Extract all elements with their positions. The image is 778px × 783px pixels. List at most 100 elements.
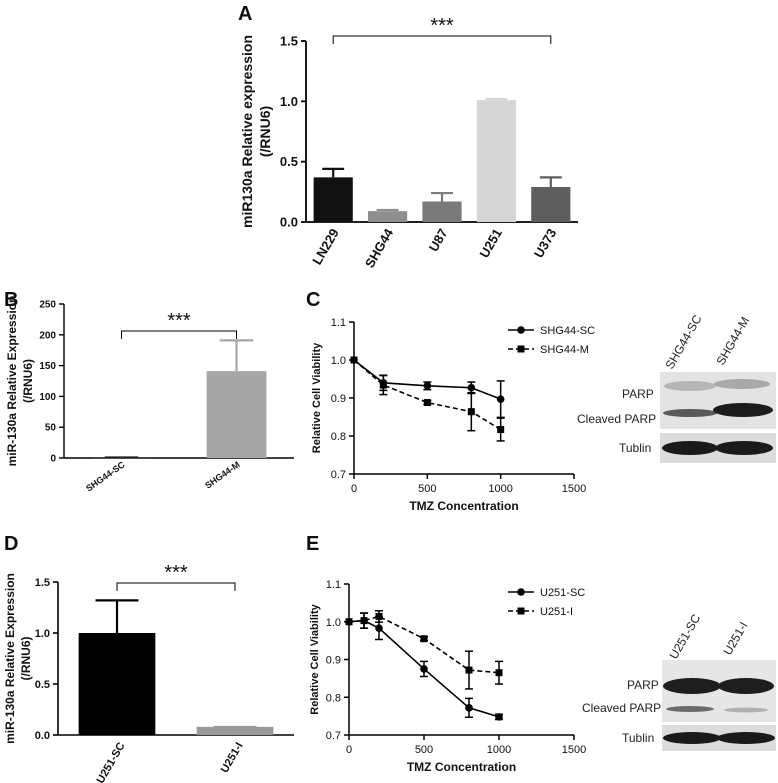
- chart-c-y-tick-label: 0.8: [331, 431, 346, 443]
- chart-d-bar: [196, 726, 274, 735]
- chart-b-y-axis-unit: (/RNU6): [21, 359, 35, 403]
- chart-a-category-label: U251: [476, 226, 505, 260]
- panel-label-d: D: [4, 533, 18, 555]
- chart-d-significance-bracket: [116, 582, 236, 591]
- chart-a-significance-stars: ***: [430, 15, 454, 37]
- chart-e-point: [465, 666, 473, 674]
- chart-b-bar: [206, 371, 267, 458]
- chart-c-x-axis-title: TMZ Concentration: [409, 499, 518, 513]
- chart-a-bar: [476, 100, 516, 222]
- chart-a-bar: [531, 187, 571, 222]
- chart-e-x-tick-label: 1000: [487, 744, 511, 756]
- chart-d-y-tick-label: 1.0: [35, 628, 50, 640]
- chart-b-y-tick-label: 250: [39, 300, 56, 311]
- blot-e-band-cleaved-2: [724, 707, 768, 713]
- chart-e-legend-marker-1: [517, 588, 525, 596]
- blot-e-label-parp: PARP: [627, 678, 659, 692]
- chart-c-point: [467, 408, 475, 416]
- panel-label-e: E: [306, 533, 319, 555]
- chart-e-legend-marker-2: [517, 607, 525, 615]
- chart-c-point: [496, 395, 505, 403]
- chart-e-y-tick-label: 1.1: [326, 579, 341, 591]
- chart-a-y-axis-unit: (/RNU6): [257, 106, 273, 157]
- blot-e-lane-2: U251-I: [720, 619, 750, 657]
- chart-e-y-axis-title: Relative Cell Viability: [309, 603, 321, 714]
- blot-c-band-parp-1: [664, 381, 716, 391]
- chart-b-y-tick-label: 0: [50, 454, 56, 465]
- chart-d-y-axis-title: miR-130a Relative Expression: [3, 573, 17, 744]
- western-blot-e: U251-SC U251-I PARP Cleaved PARP Tublin: [582, 611, 776, 751]
- chart-a-category-label: LN229: [309, 226, 342, 267]
- blot-c-band-tublin-2: [715, 441, 773, 455]
- chart-b-significance-stars: ***: [167, 310, 191, 332]
- chart-d-y-tick-label: 0.0: [35, 730, 50, 742]
- chart-a-category-label: U87: [426, 226, 451, 254]
- chart-c-x-tick-label: 500: [418, 483, 436, 495]
- blot-c-band-cleaved-2: [713, 403, 773, 417]
- chart-e-y-tick-label: 0.7: [326, 730, 341, 742]
- chart-c-y-axis-title: Relative Cell Viability: [311, 342, 323, 453]
- blot-c-label-cleaved: Cleaved PARP: [577, 412, 656, 426]
- panel-label-c: C: [306, 289, 320, 311]
- chart-d-y-tick-label: 1.5: [35, 577, 50, 589]
- chart-c-x-tick-label: 1000: [488, 483, 512, 495]
- chart-a-y-axis-title: miR130a Relative expression: [239, 35, 255, 228]
- blot-c-band-tublin-1: [662, 441, 718, 455]
- chart-a-category-label: U373: [531, 226, 560, 260]
- chart-c-legend-label-2: SHG44-M: [540, 344, 589, 356]
- chart-d-category-label: U251-SC: [95, 740, 128, 783]
- chart-c-legend-marker-1: [517, 326, 525, 334]
- chart-e-y-tick-label: 1.0: [326, 617, 341, 629]
- blot-c-band-cleaved-1: [663, 409, 717, 417]
- chart-c-point: [379, 381, 387, 389]
- blot-e-label-tublin: Tublin: [622, 731, 654, 745]
- chart-d-significance-stars: ***: [164, 562, 188, 584]
- chart-c-point: [467, 383, 476, 392]
- blot-c-label-tublin: Tublin: [619, 441, 651, 455]
- chart-a: 0.0 0.5 1.0 1.5 LN229 SHG44 U87 U251 U373 *** miR1…: [239, 15, 578, 270]
- chart-b-y-tick-label: 50: [45, 423, 57, 434]
- chart-b-y-axis-title: miR-130a Relative Expression: [5, 296, 19, 467]
- blot-c-lane-2: SHG44-M: [713, 314, 752, 367]
- chart-b-category-label: SHG44-M: [203, 459, 242, 490]
- chart-b-category-label: SHG44-SC: [84, 459, 127, 493]
- chart-a-significance-bracket: [332, 35, 552, 44]
- chart-e-point: [495, 669, 503, 677]
- blot-e-band-tublin-2: [717, 732, 775, 744]
- chart-c-point: [423, 399, 431, 407]
- chart-c-y-tick-label: 0.9: [331, 393, 346, 405]
- chart-e: 0.7 0.8 0.9 1.0 1.1 0 500 1000 1500 U251-SC U251-I…: [309, 579, 586, 774]
- blot-e-band-parp-2: [718, 678, 774, 694]
- chart-c-y-tick-label: 1.1: [331, 317, 346, 329]
- blot-c-band-parp-2: [714, 379, 770, 389]
- chart-c-x-tick-label: 0: [351, 483, 357, 495]
- chart-a-bar: [313, 177, 353, 222]
- chart-b: 0 50 100 150 200 250 SHG44-SC SHG44-M *** miR-130…: [5, 296, 294, 493]
- blot-e-band-cleaved-1: [666, 706, 714, 712]
- chart-a-category-label: SHG44: [362, 225, 397, 270]
- chart-e-legend-label-2: U251-I: [540, 606, 573, 618]
- chart-c-point: [350, 356, 358, 364]
- blot-c-lane-1: SHG44-SC: [662, 312, 704, 371]
- chart-c-point: [423, 382, 432, 390]
- chart-c-series-line-1: [353, 359, 501, 400]
- chart-e-point: [495, 713, 503, 721]
- chart-c-y-tick-label: 1.0: [331, 355, 346, 367]
- chart-c-legend-label-1: SHG44-SC: [540, 325, 595, 337]
- panel-label-a: A: [238, 3, 252, 25]
- chart-e-y-tick-label: 0.9: [326, 655, 341, 667]
- chart-e-x-axis-title: TMZ Concentration: [407, 760, 516, 774]
- chart-d-category-label: U251-I: [219, 741, 246, 776]
- blot-e-band-tublin-1: [663, 732, 721, 744]
- blot-c-label-parp: PARP: [622, 387, 654, 401]
- chart-d-bar: [78, 633, 156, 735]
- chart-d-y-tick-label: 0.5: [35, 679, 50, 691]
- chart-e-point: [345, 618, 353, 626]
- chart-e-y-tick-label: 0.8: [326, 692, 341, 704]
- chart-e-x-tick-label: 0: [346, 744, 352, 756]
- chart-a-y-tick-label: 0.0: [280, 215, 298, 230]
- chart-e-point: [360, 617, 368, 625]
- chart-e-x-tick-label: 500: [415, 744, 433, 756]
- panel-label-b: B: [4, 289, 18, 311]
